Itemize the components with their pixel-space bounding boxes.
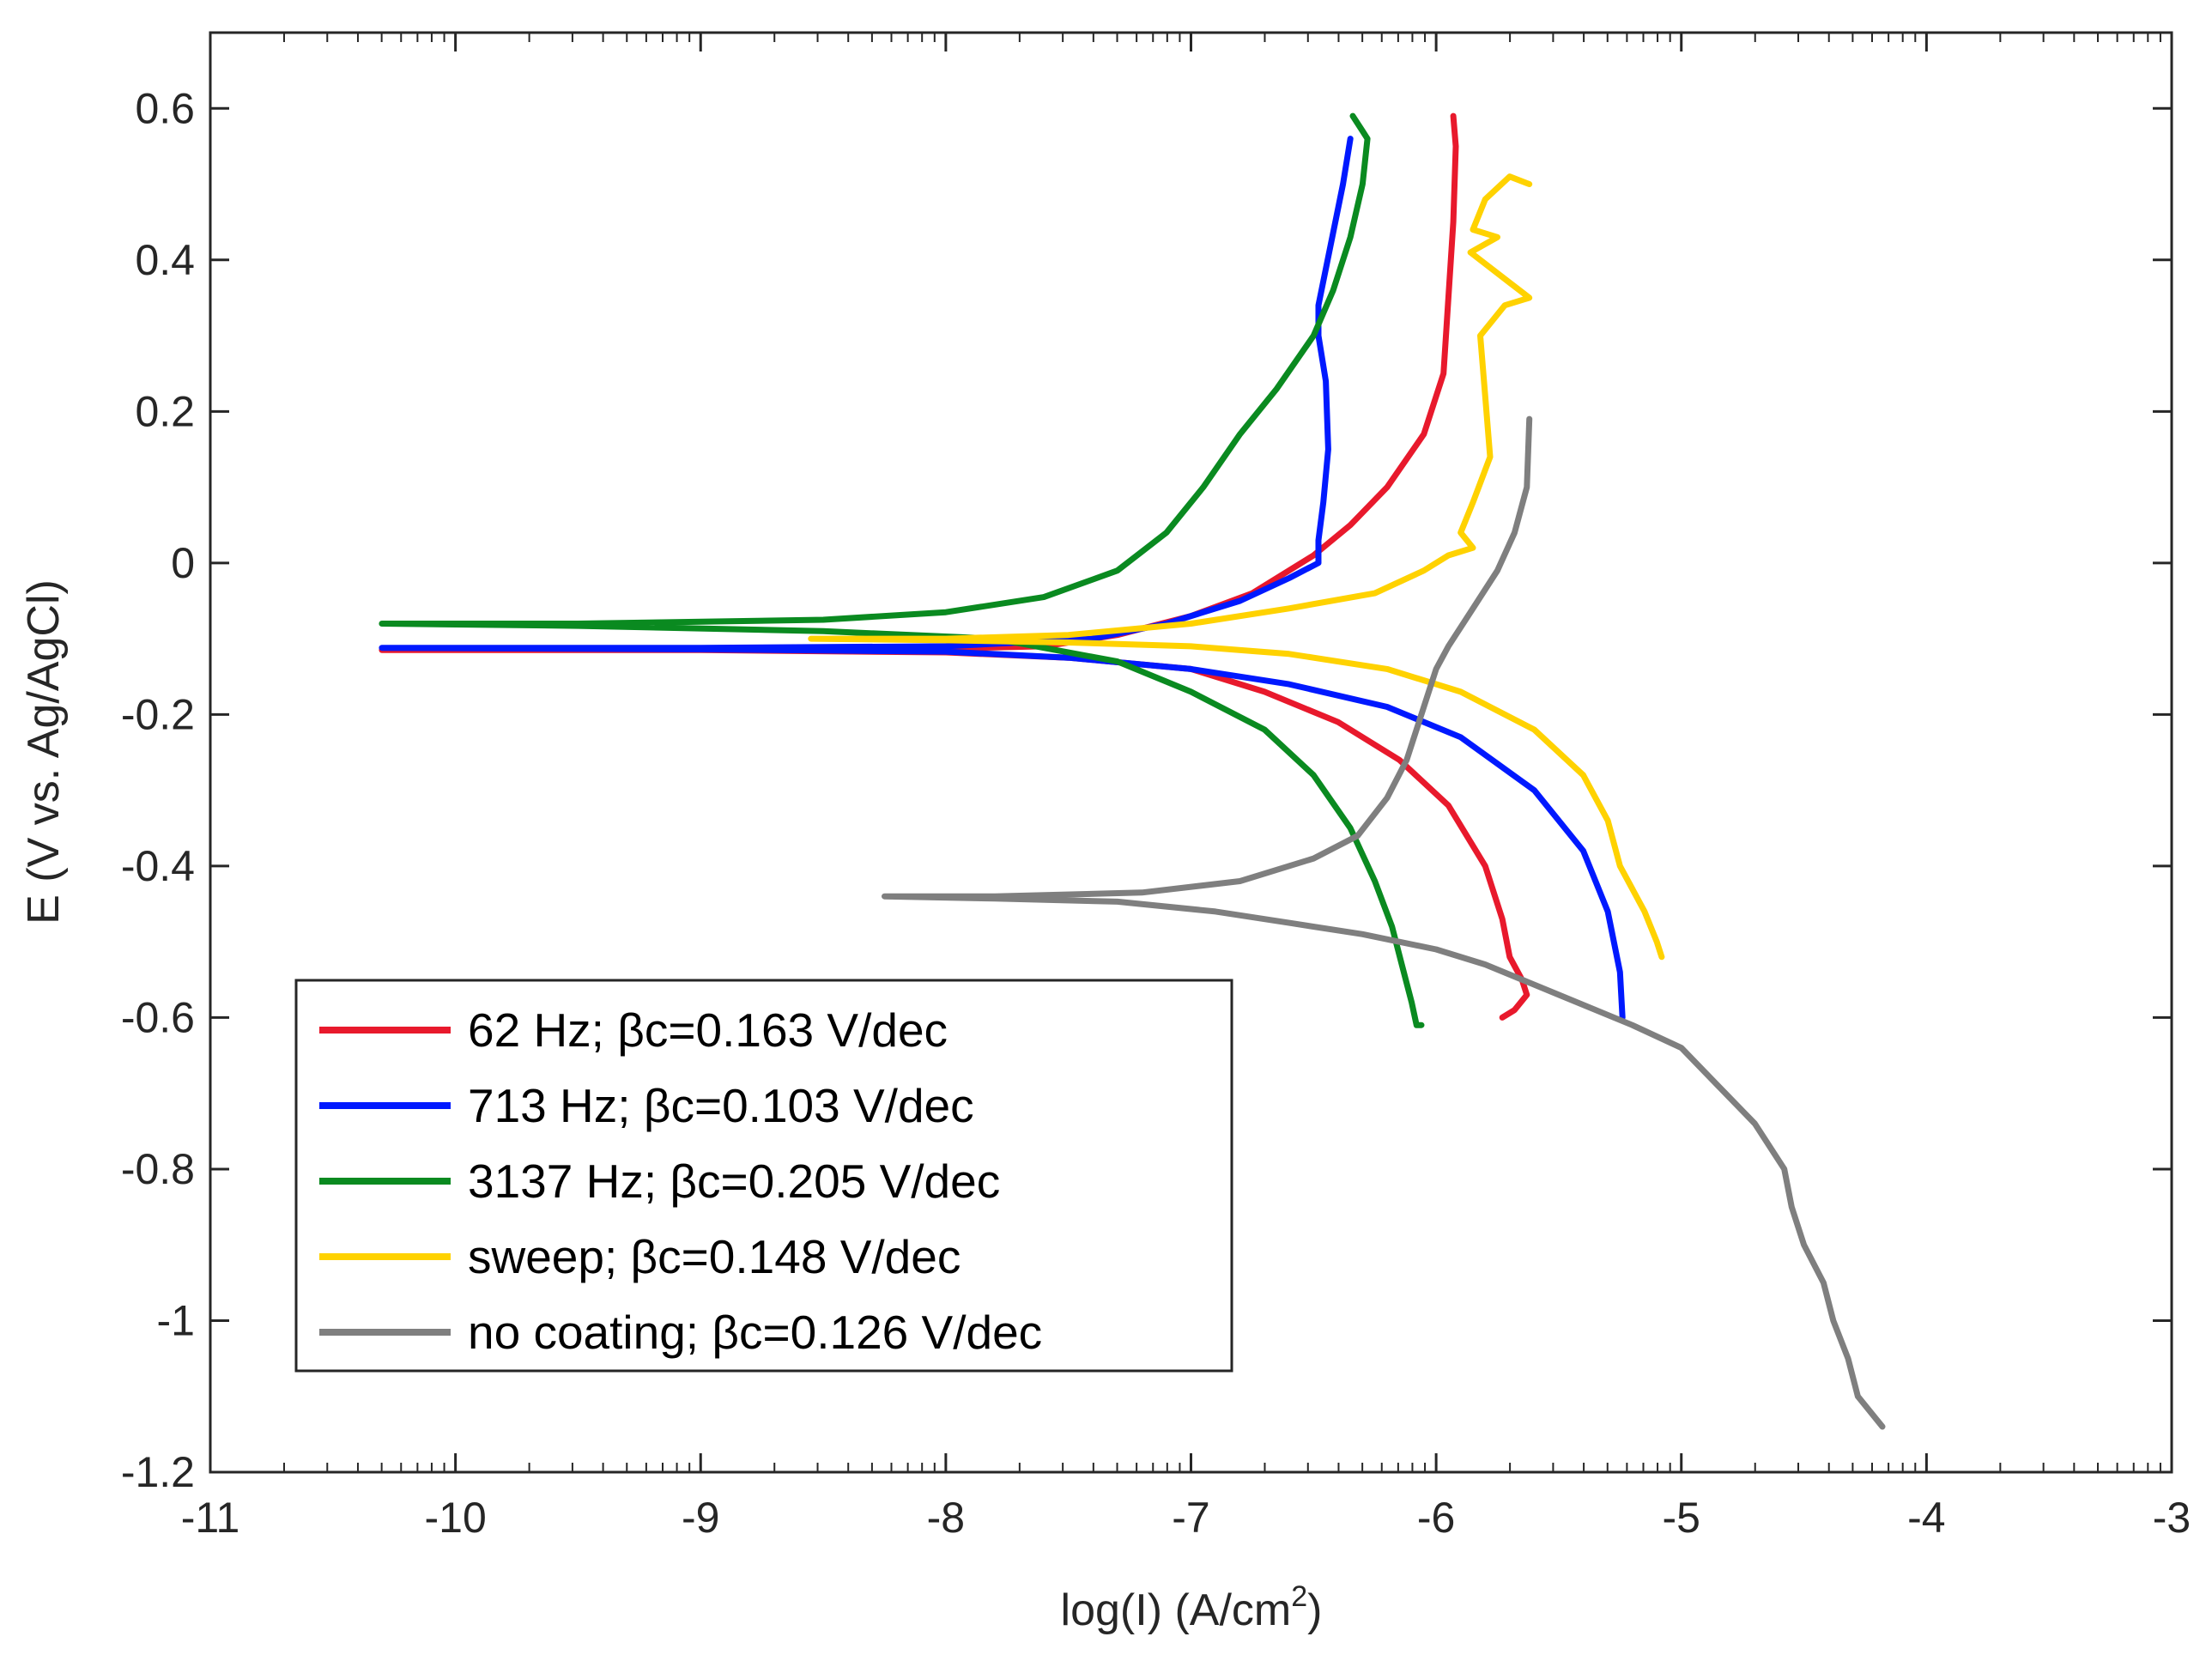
x-axis-title: log(I) (A/cm2) xyxy=(1061,1580,1323,1635)
x-tick-label: -3 xyxy=(2153,1494,2191,1542)
legend-label-1: 62 Hz; βc=0.163 V/dec xyxy=(468,1003,948,1057)
legend-box xyxy=(294,979,1233,1373)
x-tick-labels: -11 -10 -9 -8 -7 -6 -5 -4 -3 xyxy=(181,1494,2191,1542)
legend-label-2: 713 Hz; βc=0.103 V/dec xyxy=(468,1079,974,1132)
y-tick-label: 0.6 xyxy=(135,84,195,132)
ticks-layer xyxy=(209,33,2173,1474)
y-axis-title: E (V vs. Ag/AgCl) xyxy=(19,579,69,924)
legend-label-5: no coating; βc=0.126 V/dec xyxy=(468,1306,1042,1359)
series-line-3 xyxy=(379,112,1425,1028)
y-tick-label: -1 xyxy=(157,1296,195,1344)
x-tick-label: -4 xyxy=(1907,1494,1945,1542)
y-tick-label: 0.2 xyxy=(135,387,195,435)
y-tick-labels: 0.6 0.4 0.2 0 -0.2 -0.4 -0.6 -0.8 -1 -1.2 xyxy=(121,84,195,1496)
x-tick-label: -7 xyxy=(1172,1494,1209,1542)
y-tick-label: -1.2 xyxy=(121,1448,195,1496)
series-layer xyxy=(379,112,1886,1430)
y-tick-label: -0.2 xyxy=(121,690,195,738)
legend-label-3: 3137 Hz; βc=0.205 V/dec xyxy=(468,1155,1000,1208)
x-tick-label: -6 xyxy=(1417,1494,1455,1542)
x-tick-label: -8 xyxy=(927,1494,965,1542)
legend: 62 Hz; βc=0.163 V/dec 713 Hz; βc=0.103 V/… xyxy=(294,979,1233,1373)
y-tick-label: 0 xyxy=(171,539,195,587)
series-line-4 xyxy=(808,173,1665,961)
plot-frame xyxy=(209,31,2173,1474)
series-line-5 xyxy=(882,415,1886,1430)
legend-label-4: sweep; βc=0.148 V/dec xyxy=(468,1230,961,1283)
x-tick-label: -9 xyxy=(682,1494,719,1542)
y-tick-label: -0.8 xyxy=(121,1145,195,1193)
series-line-2 xyxy=(379,136,1626,1021)
x-tick-label: -10 xyxy=(424,1494,486,1542)
x-tick-label: -11 xyxy=(181,1494,240,1542)
y-tick-label: 0.4 xyxy=(135,236,195,284)
y-tick-label: -0.4 xyxy=(121,842,195,890)
y-tick-label: -0.6 xyxy=(121,993,195,1041)
x-tick-label: -5 xyxy=(1663,1494,1700,1542)
